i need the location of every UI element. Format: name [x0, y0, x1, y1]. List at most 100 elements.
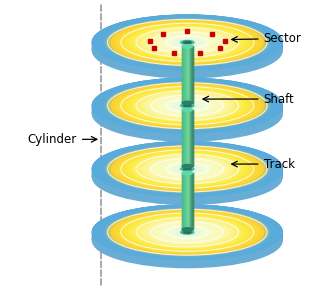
Bar [184, 47, 185, 103]
Ellipse shape [178, 40, 197, 45]
Ellipse shape [153, 32, 222, 52]
Ellipse shape [181, 104, 194, 108]
Ellipse shape [172, 101, 203, 110]
Ellipse shape [100, 144, 274, 194]
Bar [191, 47, 192, 103]
Ellipse shape [157, 160, 217, 178]
Ellipse shape [167, 36, 208, 48]
Ellipse shape [186, 168, 189, 169]
Ellipse shape [140, 155, 235, 183]
Bar [186, 110, 187, 166]
Ellipse shape [105, 145, 269, 193]
Ellipse shape [133, 153, 241, 184]
Ellipse shape [130, 26, 244, 59]
Bar [186, 173, 187, 229]
Ellipse shape [123, 24, 252, 61]
Ellipse shape [180, 167, 195, 171]
Ellipse shape [137, 154, 238, 184]
Bar [185, 173, 186, 229]
Ellipse shape [148, 31, 227, 54]
Ellipse shape [115, 85, 260, 127]
Ellipse shape [94, 79, 281, 133]
Text: Sector: Sector [232, 32, 301, 45]
Ellipse shape [121, 23, 254, 62]
Ellipse shape [132, 153, 243, 185]
Ellipse shape [103, 18, 271, 66]
Ellipse shape [138, 155, 236, 183]
Bar [183, 173, 184, 229]
Ellipse shape [168, 227, 206, 238]
Ellipse shape [97, 80, 277, 131]
Ellipse shape [184, 105, 191, 107]
Ellipse shape [184, 42, 190, 43]
Ellipse shape [92, 78, 282, 133]
Ellipse shape [107, 209, 268, 255]
Ellipse shape [133, 27, 241, 58]
Bar [186, 47, 187, 103]
Ellipse shape [172, 228, 203, 237]
Ellipse shape [92, 150, 282, 204]
Ellipse shape [145, 157, 230, 181]
Ellipse shape [96, 142, 279, 195]
Ellipse shape [115, 211, 260, 253]
Ellipse shape [132, 90, 243, 122]
Ellipse shape [168, 100, 206, 111]
Ellipse shape [92, 15, 282, 70]
Ellipse shape [116, 22, 259, 63]
Ellipse shape [170, 37, 205, 47]
Ellipse shape [107, 82, 268, 129]
Ellipse shape [121, 150, 254, 188]
Ellipse shape [173, 101, 202, 110]
Ellipse shape [175, 102, 200, 109]
Ellipse shape [130, 216, 244, 249]
Ellipse shape [145, 220, 230, 244]
Ellipse shape [107, 19, 268, 66]
Bar [188, 173, 189, 229]
Ellipse shape [156, 223, 219, 241]
Ellipse shape [182, 228, 193, 231]
Ellipse shape [135, 154, 240, 184]
Ellipse shape [105, 19, 269, 66]
Ellipse shape [164, 225, 211, 239]
Ellipse shape [184, 231, 191, 233]
Ellipse shape [148, 158, 227, 180]
Ellipse shape [130, 153, 244, 185]
Ellipse shape [165, 99, 210, 112]
Ellipse shape [138, 218, 236, 246]
Ellipse shape [141, 219, 233, 245]
Ellipse shape [138, 28, 236, 57]
Ellipse shape [118, 86, 257, 126]
Ellipse shape [170, 227, 205, 237]
Bar [189, 47, 190, 103]
Ellipse shape [115, 21, 260, 63]
Ellipse shape [154, 223, 220, 242]
Bar [184, 173, 185, 229]
Bar [187, 110, 188, 166]
Bar [189, 110, 190, 166]
Ellipse shape [165, 163, 210, 175]
Ellipse shape [108, 210, 267, 255]
Ellipse shape [181, 167, 194, 171]
Ellipse shape [173, 228, 202, 236]
Polygon shape [92, 205, 282, 240]
Bar [191, 173, 192, 229]
Ellipse shape [123, 87, 252, 124]
Ellipse shape [182, 164, 193, 168]
Bar [192, 173, 193, 229]
Ellipse shape [103, 208, 271, 256]
Ellipse shape [111, 210, 263, 254]
Ellipse shape [162, 35, 212, 50]
Ellipse shape [182, 171, 193, 175]
Bar [185, 47, 186, 103]
Ellipse shape [153, 159, 222, 179]
Ellipse shape [124, 24, 251, 61]
Ellipse shape [181, 230, 194, 234]
Ellipse shape [172, 38, 203, 47]
Ellipse shape [107, 146, 268, 192]
Ellipse shape [186, 232, 189, 233]
Bar [192, 173, 193, 229]
Ellipse shape [146, 157, 228, 181]
Bar [191, 110, 192, 166]
Bar [186, 110, 187, 166]
Ellipse shape [162, 98, 212, 113]
